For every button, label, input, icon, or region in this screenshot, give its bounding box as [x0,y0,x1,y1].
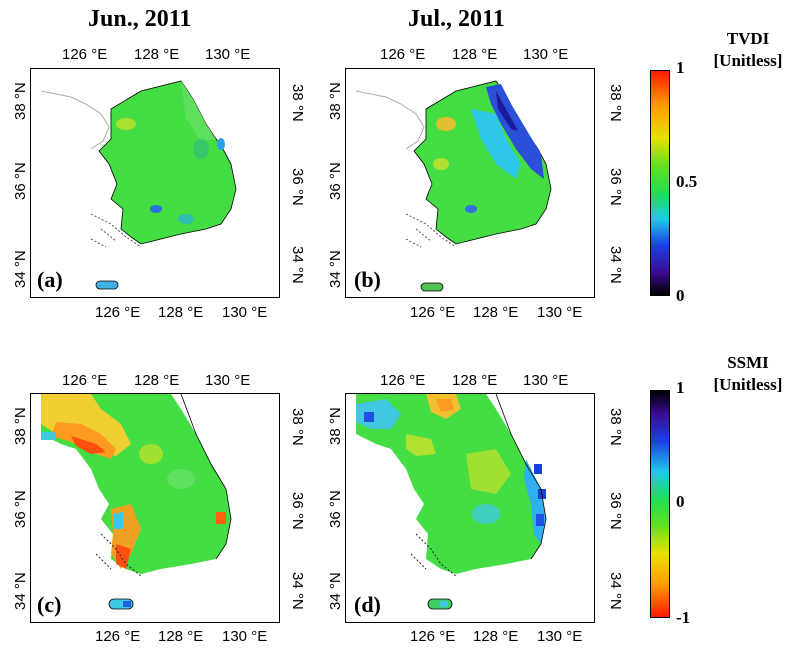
tvdi-colorbar [650,70,670,296]
lat-tick-34-left: 34 °N [12,250,29,288]
tvdi-tick-mid: 0.5 [676,172,698,191]
lat-tick-38-left: 38 °N [12,82,29,120]
map-frame-b: (b) [345,68,595,298]
lon-tick-130-bottom: 130 °E [537,304,583,321]
lon-tick-126-bottom: 126 °E [95,628,141,645]
lat-tick-36-right: 36 °N [289,168,306,206]
tvdi-colorbar-title: TVDI [Unitless] [698,28,798,72]
map-frame-d: (d) [345,393,595,623]
lon-tick-130-bottom: 130 °E [222,628,268,645]
tvdi-tick-max: 1 [676,58,685,77]
map-frame-a: (a) [30,68,280,298]
lon-tick-126-top: 126 °E [380,46,426,63]
lon-tick-128-bottom: 128 °E [473,304,519,321]
tvdi-title-line2: [Unitless] [713,51,783,70]
map-frame-c: (c) [30,393,280,623]
lon-tick-128-top: 128 °E [452,46,498,63]
lon-tick-126-bottom: 126 °E [410,628,456,645]
lat-tick-36-right: 36 °N [607,492,624,530]
lat-tick-34-left: 34 °N [12,572,29,610]
lat-tick-34-right: 34 °N [289,572,306,610]
panel-label-b: (b) [354,267,381,292]
lon-tick-128-top: 128 °E [134,372,180,389]
lon-tick-126-top: 126 °E [380,372,426,389]
panel-label-a: (a) [37,267,63,292]
lon-tick-128-top: 128 °E [134,46,180,63]
lon-tick-128-bottom: 128 °E [473,628,519,645]
ssmi-colorbar-title: SSMI [Unitless] [698,352,798,396]
lat-tick-34-left: 34 °N [327,250,344,288]
ssmi-tick-max: 1 [676,378,685,397]
ssmi-colorbar [650,390,670,618]
lon-tick-128-top: 128 °E [452,372,498,389]
tvdi-map-june [40,80,237,290]
lon-tick-130-top: 130 °E [523,372,569,389]
lat-tick-36-left: 36 °N [327,490,344,528]
ssmi-title-line1: SSMI [727,353,769,372]
lon-tick-130-top: 130 °E [205,46,251,63]
lon-tick-130-top: 130 °E [523,46,569,63]
lat-tick-38-right: 38 °N [607,408,624,446]
lon-tick-126-bottom: 126 °E [95,304,141,321]
lat-tick-38-right: 38 °N [289,408,306,446]
lat-tick-38-left: 38 °N [327,407,344,445]
lat-tick-36-left: 36 °N [12,490,29,528]
lat-tick-38-right: 38 °N [289,84,306,122]
ssmi-map-july [356,394,547,610]
lon-tick-130-top: 130 °E [205,372,251,389]
column-title-july: Jul., 2011 [408,6,505,32]
lat-tick-34-right: 34 °N [289,246,306,284]
lat-tick-34-right: 34 °N [607,572,624,610]
ssmi-title-line2: [Unitless] [713,375,783,394]
panel-label-c: (c) [37,592,62,617]
lon-tick-126-top: 126 °E [62,372,108,389]
lon-tick-126-bottom: 126 °E [410,304,456,321]
ssmi-map-june [41,394,232,610]
lon-tick-126-top: 126 °E [62,46,108,63]
lat-tick-36-right: 36 °N [607,168,624,206]
lat-tick-38-right: 38 °N [607,84,624,122]
panel-label-d: (d) [354,592,381,617]
lat-tick-38-left: 38 °N [12,407,29,445]
lat-tick-34-left: 34 °N [327,572,344,610]
lon-tick-130-bottom: 130 °E [222,304,268,321]
tvdi-title-line1: TVDI [726,29,770,48]
lat-tick-36-left: 36 °N [327,162,344,200]
ssmi-tick-min: -1 [676,608,691,627]
column-title-june: Jun., 2011 [88,6,192,32]
lon-tick-130-bottom: 130 °E [537,628,583,645]
lat-tick-38-left: 38 °N [327,82,344,120]
ssmi-tick-mid: 0 [676,492,685,511]
lat-tick-36-left: 36 °N [12,162,29,200]
lon-tick-128-bottom: 128 °E [158,628,204,645]
tvdi-map-july [355,80,552,292]
tvdi-tick-min: 0 [676,286,685,305]
lon-tick-128-bottom: 128 °E [158,304,204,321]
lat-tick-36-right: 36 °N [289,492,306,530]
lat-tick-34-right: 34 °N [607,246,624,284]
